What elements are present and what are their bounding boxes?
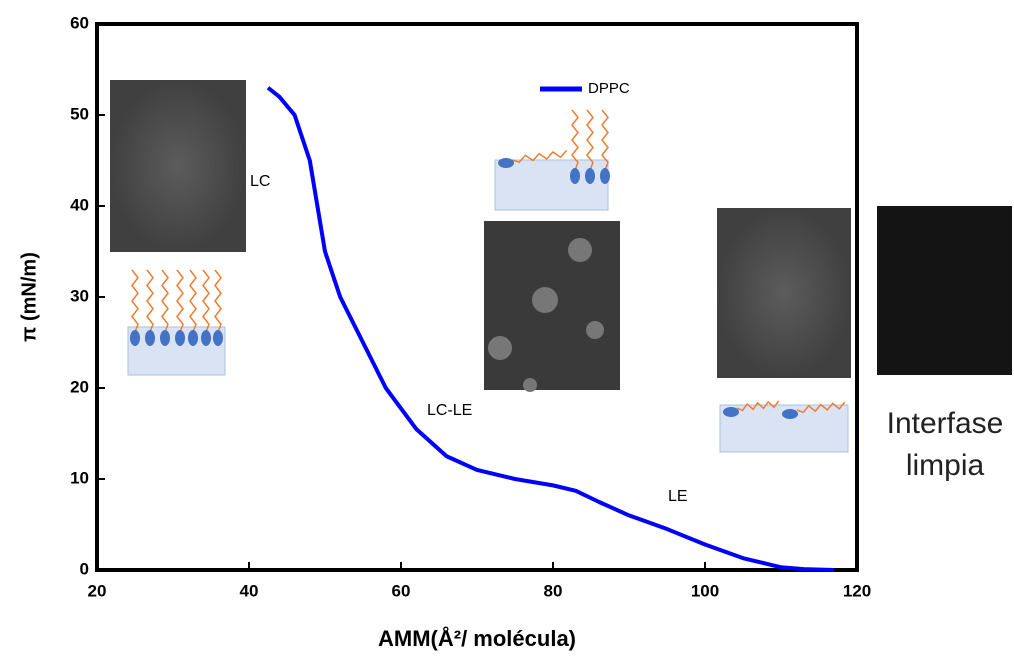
lipid-head [145,330,155,346]
y-axis-label: π (mN/m) [18,252,40,342]
lipid-head [175,330,185,346]
annotation: LC [250,173,270,190]
lipid-head [160,330,170,346]
x-tick-label: 60 [392,581,411,600]
x-tick-label: 20 [88,581,107,600]
lipid-tail [586,109,594,171]
y-tick-label: 30 [70,286,89,305]
data-line [266,86,835,572]
lipid-head [188,330,198,346]
lipid-tail [146,269,154,333]
decorations [110,80,1012,453]
lipid-head [213,330,223,346]
lipid-head [570,168,580,184]
micrograph [717,208,851,378]
lipid-tail [601,109,609,171]
domains [488,238,604,392]
lipid-tail [571,109,579,171]
lipid-head [498,158,514,168]
lipid-tail [796,401,846,414]
y-tick-label: 50 [70,104,89,123]
x-tick-label: 80 [544,581,563,600]
interface-label: Interfase [887,407,1004,440]
lipid-head [585,168,595,184]
x-axis-label: AMM(Å²/ molécula) [378,625,576,651]
lipid-tail [202,269,210,333]
annotation: LE [668,488,688,505]
interface-label: limpia [906,449,985,482]
lipid-tail [214,269,222,333]
y-tick-label: 10 [70,468,89,487]
lipid-tail [176,269,184,333]
lipid-head [723,407,739,417]
lipid-head [130,330,140,346]
y-tick-label: 60 [70,13,89,32]
lipid-tail [161,269,169,333]
y-tick-label: 40 [70,195,89,214]
annotation: LC-LE [427,402,472,419]
micrograph [877,206,1012,375]
lipid-tail [511,149,568,164]
micrograph [110,80,246,252]
lipid-head [782,409,798,419]
lipid-tail [736,400,780,412]
lipid-head [600,168,610,184]
y-tick-label: 20 [70,377,89,396]
x-tick-label: 120 [843,581,871,600]
lipid-tail [131,269,139,333]
legend-label: DPPC [588,80,630,97]
x-tick-label: 100 [691,581,719,600]
lipid-head [201,330,211,346]
lipid-tail [189,269,197,333]
x-tick-label: 40 [240,581,259,600]
y-tick-label: 0 [80,559,89,578]
